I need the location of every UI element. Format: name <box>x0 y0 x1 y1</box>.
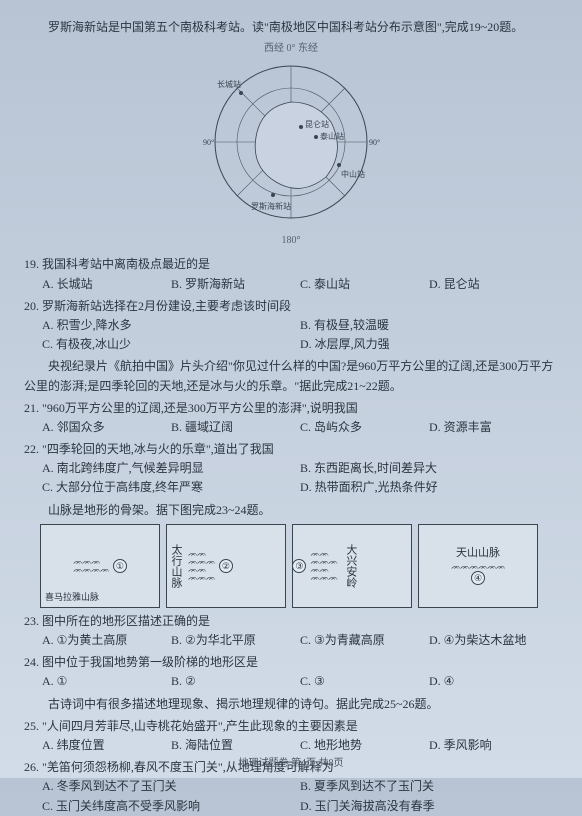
q19-opt-c: C. 泰山站 <box>300 275 429 294</box>
label-taishan: 泰山站 <box>320 131 344 141</box>
diag3-num: ③ <box>292 559 306 573</box>
q24-opt-a: A. ① <box>42 672 171 691</box>
q21-opt-d: D. 资源丰富 <box>429 418 558 437</box>
chart-top-caption: 西经 0° 东经 <box>24 41 558 57</box>
q21-opt-c: C. 岛屿众多 <box>300 418 429 437</box>
q26-opt-c: C. 玉门关纬度高不受季风影响 <box>42 797 300 816</box>
polar-chart: 西经 0° 东经 长城站 昆仑站 泰山站 中山站 罗斯海新站 90° 90° 1… <box>24 41 558 249</box>
diag3-label: 大兴安岭 <box>341 544 359 588</box>
q21-opt-a: A. 邻国众多 <box>42 418 171 437</box>
q22-opt-a: A. 南北跨纬度广,气候差异明显 <box>42 459 300 478</box>
diag4-label: 天山山脉 <box>451 545 505 563</box>
antarctica-map: 长城站 昆仑站 泰山站 中山站 罗斯海新站 90° 90° <box>201 57 381 227</box>
mountains-icon: ᨏᨏᨏᨏᨏᨏᨏ <box>73 558 109 574</box>
q19-opt-b: B. 罗斯海新站 <box>171 275 300 294</box>
label-luosi: 罗斯海新站 <box>251 201 291 211</box>
question-21: 21. "960万平方公里的辽阔,还是300万平方公里的澎湃",说明我国 A. … <box>24 399 558 437</box>
question-25: 25. "人间四月芳菲尽,山寺桃花始盛开",产生此现象的主要因素是 A. 纬度位… <box>24 717 558 755</box>
diag2-num: ② <box>219 559 233 573</box>
diag1-num: ① <box>113 559 127 573</box>
q23-text: 23. 图中所在的地形区描述正确的是 <box>24 612 558 631</box>
intro-19-20: 罗斯海新站是中国第五个南极科考站。读"南极地区中国科考站分布示意图",完成19~… <box>24 18 558 37</box>
q25-opt-d: D. 季风影响 <box>429 736 558 755</box>
q20-opt-c: C. 有极夜,冰山少 <box>42 335 300 354</box>
q19-opt-a: A. 长城站 <box>42 275 171 294</box>
q21-text: 21. "960万平方公里的辽阔,还是300万平方公里的澎湃",说明我国 <box>24 399 558 418</box>
question-22: 22. "四季轮回的天地,冰与火的乐章",道出了我国 A. 南北跨纬度广,气候差… <box>24 440 558 498</box>
q24-text: 24. 图中位于我国地势第一级阶梯的地形区是 <box>24 653 558 672</box>
q19-opt-d: D. 昆仑站 <box>429 275 558 294</box>
question-20: 20. 罗斯海新站选择在2月份建设,主要考虑该时间段 A. 积雪少,降水多 B.… <box>24 297 558 355</box>
q21-opt-b: B. 疆域辽阔 <box>171 418 300 437</box>
mountains-icon: ᨏᨏᨏᨏᨏᨏᨏᨏᨏᨏ <box>188 550 215 582</box>
mountains-icon: ᨏᨏᨏᨏᨏᨏᨏᨏᨏᨏ <box>310 550 337 582</box>
diag4-num: ④ <box>471 571 485 585</box>
q20-opt-b: B. 有极昼,较温暖 <box>300 316 558 335</box>
diagram-2: 太行山脉 ᨏᨏᨏᨏᨏᨏᨏᨏᨏᨏ ② <box>166 524 286 608</box>
q26-opt-d: D. 玉门关海拔高没有春季 <box>300 797 558 816</box>
q24-opt-b: B. ② <box>171 672 300 691</box>
deg-right: 90° <box>369 138 380 147</box>
question-19: 19. 我国科考站中离南极点最近的是 A. 长城站 B. 罗斯海新站 C. 泰山… <box>24 255 558 293</box>
q24-opt-c: C. ③ <box>300 672 429 691</box>
q25-opt-b: B. 海陆位置 <box>171 736 300 755</box>
diag1-label: 喜马拉雅山脉 <box>45 590 99 604</box>
chart-bottom-caption: 180° <box>24 233 558 249</box>
question-24: 24. 图中位于我国地势第一级阶梯的地形区是 A. ① B. ② C. ③ D.… <box>24 653 558 691</box>
q23-opt-c: C. ③为青藏高原 <box>300 631 429 650</box>
q25-opt-a: A. 纬度位置 <box>42 736 171 755</box>
q22-opt-c: C. 大部分位于高纬度,终年严寒 <box>42 478 300 497</box>
q19-text: 19. 我国科考站中离南极点最近的是 <box>24 255 558 274</box>
deg-left: 90° <box>203 138 214 147</box>
q23-opt-b: B. ②为华北平原 <box>171 631 300 650</box>
label-kunlun: 昆仑站 <box>305 119 329 129</box>
passage-25-26: 古诗词中有很多描述地理现象、揭示地理规律的诗句。据此完成25~26题。 <box>24 695 558 714</box>
q26-opt-b: B. 夏季风到达不了玉门关 <box>300 777 558 796</box>
q23-opt-a: A. ①为黄土高原 <box>42 631 171 650</box>
q22-opt-d: D. 热带面积广,光热条件好 <box>300 478 558 497</box>
diagram-row: ᨏᨏᨏᨏᨏᨏᨏ ① 喜马拉雅山脉 太行山脉 ᨏᨏᨏᨏᨏᨏᨏᨏᨏᨏ ② ③ ᨏᨏᨏ… <box>40 524 558 608</box>
passage-23-24: 山脉是地形的骨架。据下图完成23~24题。 <box>24 501 558 520</box>
passage-21-22: 央视纪录片《航拍中国》片头介绍"你见过什么样的中国?是960万平方公里的辽阔,还… <box>24 357 558 395</box>
q25-opt-c: C. 地形地势 <box>300 736 429 755</box>
q22-opt-b: B. 东西距离长,时间差异大 <box>300 459 558 478</box>
q26-opt-a: A. 冬季风到达不了玉门关 <box>42 777 300 796</box>
question-23: 23. 图中所在的地形区描述正确的是 A. ①为黄土高原 B. ②为华北平原 C… <box>24 612 558 650</box>
q20-opt-a: A. 积雪少,降水多 <box>42 316 300 335</box>
q22-text: 22. "四季轮回的天地,冰与火的乐章",道出了我国 <box>24 440 558 459</box>
q23-opt-d: D. ④为柴达木盆地 <box>429 631 558 650</box>
mountains-icon: ᨏᨏᨏᨏᨏᨏ <box>451 563 505 571</box>
label-changcheng: 长城站 <box>217 79 241 89</box>
q20-opt-d: D. 冰层厚,风力强 <box>300 335 558 354</box>
label-zhongshan: 中山站 <box>341 169 365 179</box>
page-footer: 地理试题卷 第4页 共8页 <box>0 756 582 772</box>
diagram-3: ③ ᨏᨏᨏᨏᨏᨏᨏᨏᨏᨏ 大兴安岭 <box>292 524 412 608</box>
diag2-label: 太行山脉 <box>166 544 184 588</box>
q20-text: 20. 罗斯海新站选择在2月份建设,主要考虑该时间段 <box>24 297 558 316</box>
diagram-1: ᨏᨏᨏᨏᨏᨏᨏ ① 喜马拉雅山脉 <box>40 524 160 608</box>
q25-text: 25. "人间四月芳菲尽,山寺桃花始盛开",产生此现象的主要因素是 <box>24 717 558 736</box>
q24-opt-d: D. ④ <box>429 672 558 691</box>
diagram-4: 天山山脉 ᨏᨏᨏᨏᨏᨏ ④ <box>418 524 538 608</box>
